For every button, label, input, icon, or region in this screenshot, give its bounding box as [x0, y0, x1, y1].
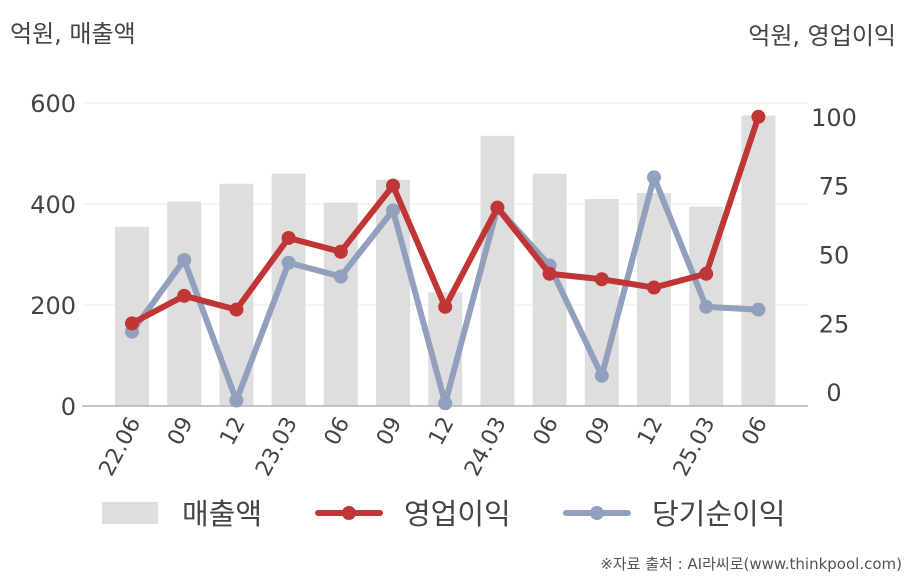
point-당기순이익	[177, 253, 192, 268]
point-당기순이익	[699, 299, 714, 314]
point-영업이익	[490, 200, 505, 215]
point-영업이익	[438, 299, 453, 314]
x-tick-label: 12	[424, 413, 459, 449]
point-영업이익	[647, 280, 661, 295]
y-right-tick-label: 100	[811, 104, 857, 132]
legend-label: 영업이익	[404, 497, 511, 531]
source-note: ※자료 출처 : AI라씨로(www.thinkpool.com)	[600, 555, 902, 573]
x-tick-label: 25.03	[669, 413, 721, 480]
point-당기순이익	[386, 203, 400, 218]
y-right-tick-label: 25	[819, 310, 850, 338]
left-axis-unit: 억원, 매출액	[10, 20, 136, 48]
y-left-tick-label: 400	[30, 191, 76, 219]
bar-매출액	[480, 135, 515, 406]
right-axis-unit: 억원, 영업이익	[748, 22, 896, 50]
legend-swatch-매출액	[102, 502, 158, 524]
point-당기순이익	[438, 396, 453, 411]
bar-매출액	[741, 115, 776, 406]
y-right-tick-label: 0	[826, 379, 841, 407]
point-당기순이익	[281, 255, 296, 270]
point-영업이익	[177, 288, 192, 303]
point-영업이익	[594, 272, 609, 287]
point-영업이익	[386, 178, 400, 193]
point-영업이익	[281, 230, 296, 245]
x-tick-label: 06	[737, 413, 772, 449]
legend-marker-당기순이익	[590, 506, 604, 520]
legend-label: 매출액	[182, 497, 262, 531]
point-영업이익	[751, 109, 766, 124]
y-left-tick-label: 600	[30, 90, 76, 118]
point-당기순이익	[594, 368, 609, 383]
x-tick-label: 12	[215, 413, 250, 449]
x-tick-label: 23.03	[251, 413, 303, 480]
point-영업이익	[699, 266, 714, 281]
point-영업이익	[125, 316, 139, 331]
x-tick-label: 12	[633, 413, 668, 449]
y-right-tick-label: 50	[819, 242, 850, 270]
y-right-tick-label: 75	[819, 173, 850, 201]
point-영업이익	[542, 266, 557, 281]
y-left-tick-label: 200	[30, 292, 76, 320]
legend-label: 당기순이익	[652, 497, 785, 531]
x-tick-label: 09	[372, 413, 407, 449]
x-tick-label: 06	[529, 413, 564, 449]
point-영업이익	[229, 302, 244, 317]
point-당기순이익	[333, 269, 348, 284]
x-tick-label: 24.03	[460, 413, 512, 480]
legend-marker-영업이익	[342, 506, 356, 520]
point-영업이익	[333, 244, 348, 259]
y-left-tick-label: 0	[61, 393, 76, 421]
x-tick-label: 06	[320, 413, 355, 449]
point-당기순이익	[751, 302, 766, 317]
x-tick-label: 09	[163, 413, 198, 449]
point-당기순이익	[647, 170, 661, 185]
point-당기순이익	[229, 393, 244, 408]
x-tick-label: 09	[581, 413, 616, 449]
x-tick-label: 22.06	[95, 413, 147, 480]
